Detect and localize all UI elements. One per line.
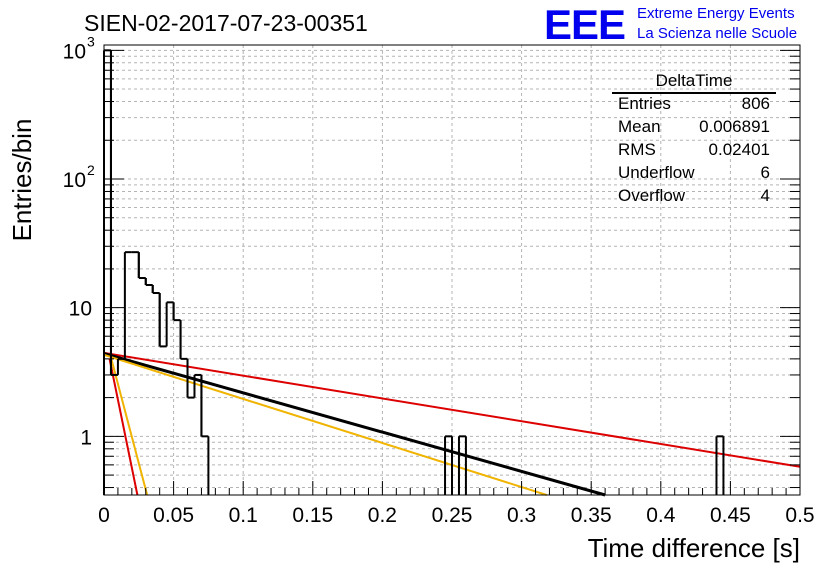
x-tick-label: 0.3 — [507, 504, 536, 527]
fit-line — [109, 357, 149, 496]
y-tick-exponent: 2 — [87, 162, 95, 178]
stat-value: 4 — [760, 186, 770, 205]
x-tick-label: 0.05 — [153, 504, 194, 527]
stat-value: 0.006891 — [699, 117, 770, 136]
run-title: SIEN-02-2017-07-23-00351 — [84, 10, 368, 36]
stat-label: Entries — [618, 94, 671, 113]
tick-labels: 0 0.05 0.1 0.15 0.2 0.25 0.3 0.35 0.4 0.45 0.5 1 10 1… — [63, 33, 815, 527]
x-axis-label: Time difference [s] — [588, 533, 800, 563]
stat-label: Overflow — [618, 186, 686, 205]
x-tick-label: 0.15 — [292, 504, 333, 527]
stat-value: 0.02401 — [708, 140, 770, 159]
grid-lines — [103, 45, 801, 495]
y-tick-label: 10 — [63, 169, 86, 192]
stats-title: DeltaTime — [655, 71, 733, 90]
logo-line-1: Extreme Energy Events — [637, 5, 795, 22]
x-tick-label: 0.35 — [571, 504, 612, 527]
y-tick-label: 10 — [69, 298, 92, 321]
stat-value: 806 — [741, 94, 770, 113]
stat-value: 6 — [760, 163, 770, 182]
x-tick-label: 0.45 — [710, 504, 751, 527]
x-tick-label: 0 — [98, 504, 110, 527]
axis-ticks — [103, 49, 801, 495]
y-tick-label: 1 — [80, 426, 92, 449]
stat-label: RMS — [618, 140, 656, 159]
y-tick-exponent: 3 — [87, 33, 95, 49]
stat-label: Mean — [618, 117, 661, 136]
x-tick-label: 0.4 — [646, 504, 676, 527]
fit-line — [103, 351, 801, 468]
x-tick-label: 0.25 — [432, 504, 473, 527]
fit-line — [103, 353, 547, 496]
x-tick-label: 0.5 — [785, 504, 814, 527]
x-tick-label: 0.2 — [368, 504, 397, 527]
stat-label: Underflow — [618, 163, 695, 182]
fit-line — [108, 358, 139, 496]
eee-logo: EEE — [544, 1, 626, 48]
y-axis-label: Entries/bin — [7, 119, 37, 242]
x-tick-label: 0.1 — [229, 504, 258, 527]
y-tick-label: 10 — [63, 40, 86, 63]
logo-line-2: La Scienza nelle Scuole — [637, 25, 798, 42]
fit-line — [103, 352, 606, 497]
stats-divider — [612, 92, 776, 94]
